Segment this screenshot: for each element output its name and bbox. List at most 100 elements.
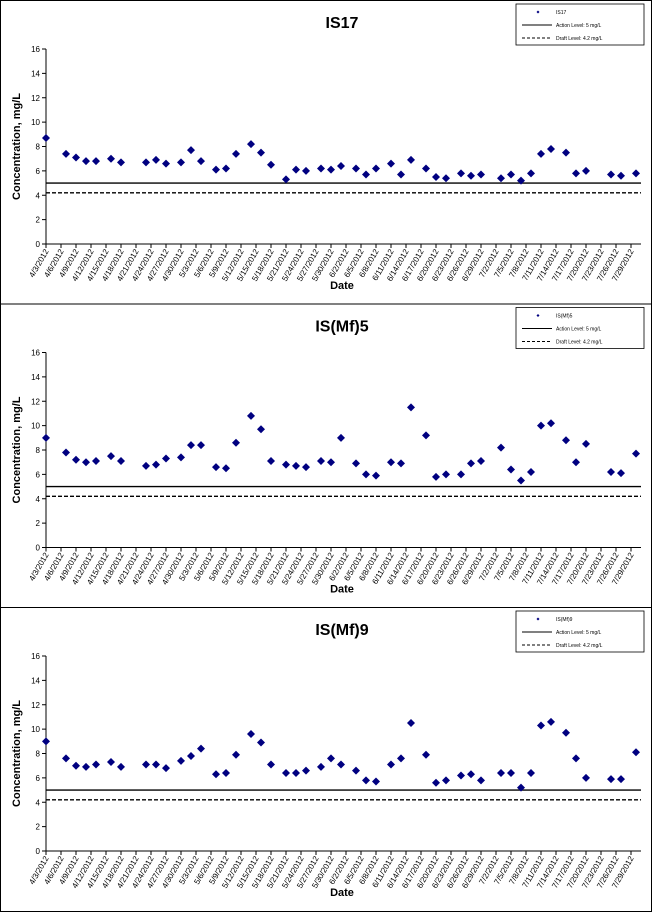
data-point <box>212 165 220 174</box>
data-point <box>107 758 115 767</box>
y-tick-label: 2 <box>36 519 41 528</box>
data-point <box>547 144 555 153</box>
data-point <box>397 170 405 179</box>
data-point <box>432 472 440 481</box>
data-point <box>177 453 185 462</box>
data-point <box>362 470 370 479</box>
chart-panel: IS17 Concentration, mg/L Date 0 2 4 6 8 10 12 14 16… <box>11 3 645 292</box>
data-point <box>232 149 240 158</box>
data-point <box>467 770 475 779</box>
data-point <box>222 464 230 473</box>
data-point <box>92 456 100 465</box>
legend-label: IS17 <box>556 10 567 16</box>
data-point <box>632 169 640 178</box>
data-point <box>582 439 590 448</box>
data-point <box>82 762 90 771</box>
data-point <box>442 470 450 479</box>
data-point <box>292 769 300 777</box>
data-point <box>197 157 205 166</box>
data-point <box>107 452 115 461</box>
data-point <box>467 459 475 468</box>
x-axis-label: Date <box>330 280 354 292</box>
legend-marker <box>536 314 540 317</box>
data-point <box>152 460 160 469</box>
data-point <box>117 158 125 167</box>
data-point <box>517 176 525 185</box>
data-point <box>72 153 80 162</box>
data-point <box>607 467 615 476</box>
data-point <box>362 776 370 785</box>
data-point <box>177 756 185 765</box>
data-point <box>187 146 195 155</box>
chart-title: IS17 <box>326 15 359 32</box>
data-point <box>527 769 535 777</box>
data-point <box>572 169 580 178</box>
data-point <box>317 164 325 173</box>
data-point <box>562 436 570 445</box>
y-tick-label: 12 <box>31 94 40 103</box>
data-point <box>477 170 485 179</box>
data-point <box>372 471 380 480</box>
data-point <box>317 762 325 771</box>
data-point <box>117 456 125 465</box>
data-point <box>292 461 300 470</box>
legend-marker <box>536 10 540 14</box>
y-tick-label: 2 <box>36 823 41 832</box>
data-point <box>162 159 170 168</box>
y-tick-label: 0 <box>36 240 41 249</box>
data-point <box>422 750 430 759</box>
data-point <box>292 165 300 174</box>
data-point <box>117 762 125 771</box>
data-point <box>362 170 370 179</box>
legend-label: Draft Level: 4.2 mg/L <box>556 36 603 42</box>
data-point <box>152 155 160 164</box>
data-point <box>162 764 170 773</box>
data-point <box>547 717 555 726</box>
y-tick-label: 6 <box>36 774 41 783</box>
data-point <box>527 169 535 178</box>
data-point <box>197 744 205 753</box>
y-tick-label: 14 <box>31 373 40 382</box>
data-point <box>257 738 265 747</box>
data-point <box>572 754 580 763</box>
data-point <box>42 433 50 442</box>
data-point <box>387 458 395 467</box>
chart-panel: IS(Mf)9 Concentration, mg/L Date 0 2 4 6 8 10 12 1… <box>0 607 652 899</box>
y-tick-label: 0 <box>36 544 41 553</box>
x-axis-label: Date <box>330 584 354 596</box>
data-point <box>507 769 515 777</box>
y-tick-label: 10 <box>31 118 40 127</box>
data-point <box>582 166 590 175</box>
y-tick-label: 2 <box>36 216 41 225</box>
data-point <box>177 158 185 167</box>
data-point <box>387 760 395 769</box>
data-point <box>337 433 345 442</box>
data-point <box>562 728 570 737</box>
data-point <box>247 140 255 149</box>
data-point <box>352 766 360 775</box>
data-point <box>302 166 310 175</box>
y-tick-label: 16 <box>31 652 40 661</box>
y-tick-label: 10 <box>31 422 40 431</box>
data-point <box>572 458 580 467</box>
y-tick-label: 10 <box>31 725 40 734</box>
y-tick-label: 6 <box>36 470 41 479</box>
y-tick-label: 8 <box>36 446 41 455</box>
data-point <box>457 169 465 178</box>
y-tick-label: 14 <box>31 676 40 685</box>
data-point <box>327 458 335 467</box>
data-point <box>222 164 230 173</box>
legend-label: IS(Mf)9 <box>556 617 573 623</box>
data-point <box>537 721 545 730</box>
data-point <box>62 754 70 763</box>
data-point <box>407 403 415 412</box>
data-point <box>407 719 415 728</box>
data-point <box>62 448 70 457</box>
data-point <box>82 157 90 166</box>
data-point <box>497 769 505 777</box>
data-point <box>467 171 475 180</box>
data-point <box>397 754 405 763</box>
data-point <box>142 461 150 470</box>
data-point <box>152 760 160 769</box>
